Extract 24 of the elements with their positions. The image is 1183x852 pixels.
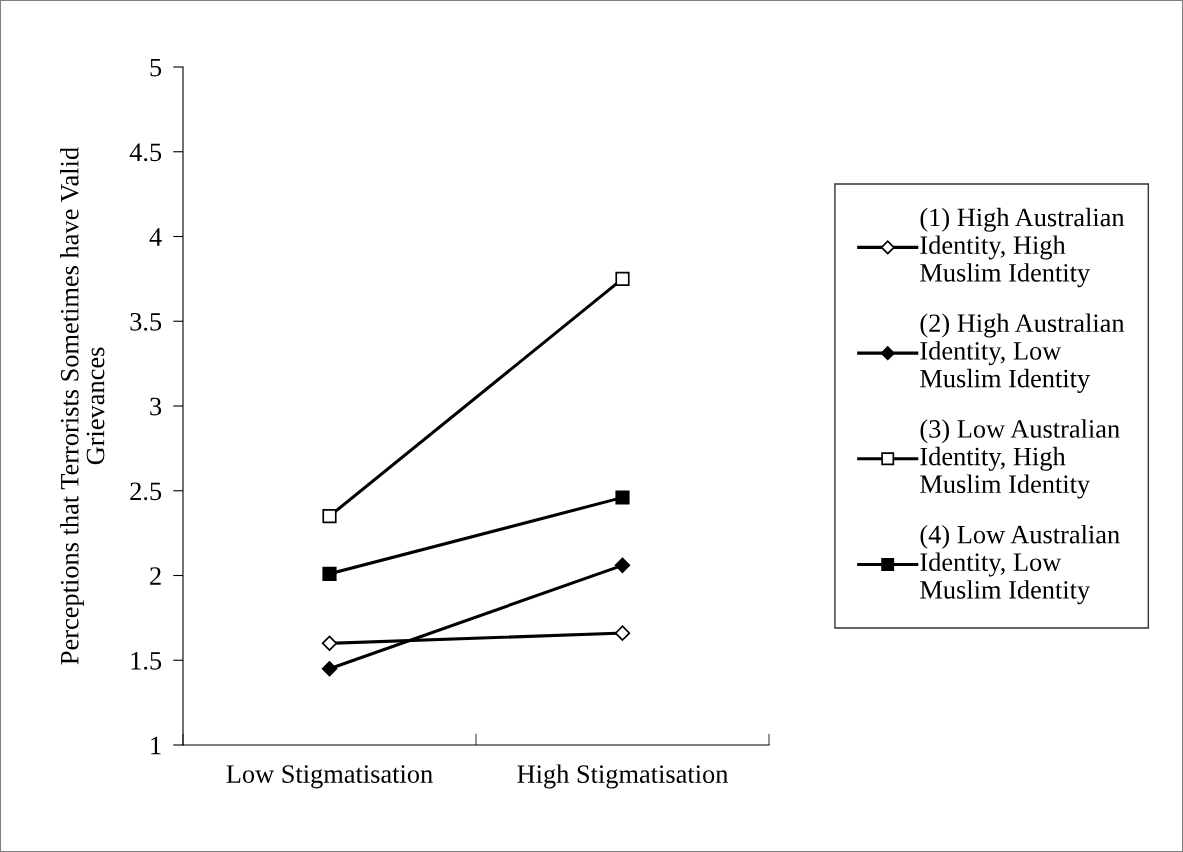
y-tick-label: 1 [151, 736, 161, 755]
y-axis-title: Perceptions that Terrorists Sometimes have Valid Grievances [60, 147, 105, 665]
legend-label: (1) High Australian Identity, High Muslim Identity [920, 207, 1125, 288]
y-tick-label: 4.5 [129, 143, 162, 162]
legend-label: (4) Low Australian Identity, Low Muslim Identity [920, 524, 1120, 605]
legend-label: (2) High Australian Identity, Low Muslim Identity [920, 313, 1125, 393]
point [322, 509, 337, 524]
y-tick-label: 4 [149, 228, 162, 246]
y-tick-label: 2.5 [130, 482, 162, 501]
y-tick-label: 1.5 [131, 651, 162, 670]
point [614, 557, 631, 574]
point [321, 661, 338, 677]
y-tick-label: 3.5 [130, 312, 162, 331]
point [615, 271, 630, 286]
y-tick-label: 5 [150, 58, 162, 77]
x-tick-label: High Stigmatisation [517, 764, 729, 789]
y-tick-label: 2 [150, 567, 161, 585]
legend-label: (3) Low Australian Identity, High Muslim Identity [920, 419, 1120, 499]
y-tick-label: 3 [150, 397, 162, 416]
point [322, 566, 337, 581]
x-tick-label: Low Stigmatisation [226, 765, 433, 789]
point [614, 625, 631, 641]
point [321, 635, 338, 652]
point [615, 490, 630, 505]
